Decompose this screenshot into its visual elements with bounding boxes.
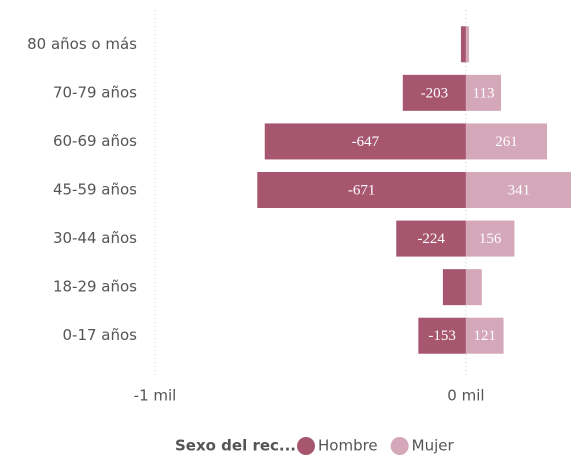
bar — [264, 123, 466, 160]
bar — [257, 172, 466, 208]
bar — [465, 220, 515, 257]
data-label: 156 — [479, 231, 502, 247]
data-label: 121 — [473, 328, 496, 344]
y-tick-label: 70-79 años — [53, 83, 137, 101]
data-label: -203 — [421, 85, 449, 101]
y-tick-label: 18-29 años — [53, 278, 137, 296]
bar — [465, 74, 502, 111]
x-tick-label: 0 mil — [447, 387, 484, 405]
bar — [402, 74, 466, 111]
data-label: 113 — [473, 85, 495, 101]
y-tick-label: 60-69 años — [53, 132, 137, 150]
data-label: -224 — [417, 231, 445, 247]
legend-title: Sexo del rec... — [175, 437, 296, 455]
bar — [465, 26, 470, 63]
bar — [442, 269, 466, 306]
y-tick-label: 80 años o más — [27, 35, 137, 53]
y-tick-label: 30-44 años — [53, 229, 137, 247]
bar — [418, 317, 466, 354]
data-label: 261 — [495, 134, 518, 150]
bar — [465, 123, 548, 160]
bar — [465, 172, 571, 208]
legend-marker — [390, 437, 409, 455]
y-tick-label: 45-59 años — [53, 181, 137, 199]
data-label: 341 — [508, 182, 531, 198]
bar — [396, 220, 466, 257]
bar — [460, 26, 466, 63]
legend-label: Hombre — [318, 437, 378, 455]
data-label: -647 — [352, 134, 380, 150]
y-tick-label: 0-17 años — [62, 326, 137, 344]
x-tick-label: -1 mil — [134, 387, 177, 405]
bar — [465, 269, 482, 306]
legend-label: Mujer — [412, 437, 455, 455]
bar — [465, 317, 504, 354]
data-label: -671 — [348, 182, 376, 198]
data-label: -153 — [428, 328, 456, 344]
legend-marker — [297, 437, 315, 455]
